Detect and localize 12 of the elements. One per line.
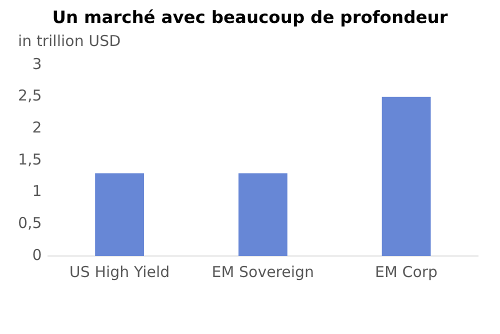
y-tick-label: 1	[32, 182, 42, 200]
y-tick-label: 2	[32, 118, 42, 137]
y-tick-label: 0,5	[18, 214, 42, 232]
chart-title: Un marché avec beaucoup de profondeur	[51, 8, 449, 28]
y-tick-label: 0	[32, 246, 42, 264]
y-tick-label: 1,5	[18, 150, 42, 168]
y-tick-label: 3	[32, 54, 42, 73]
x-tick-label: EM Sovereign	[212, 262, 314, 281]
x-tick-label: EM Corp	[375, 262, 438, 281]
y-tick-label: 2,5	[18, 86, 42, 105]
y-axis-title: in trillion USD	[18, 32, 122, 50]
x-tick-label: US High Yield	[69, 262, 170, 281]
